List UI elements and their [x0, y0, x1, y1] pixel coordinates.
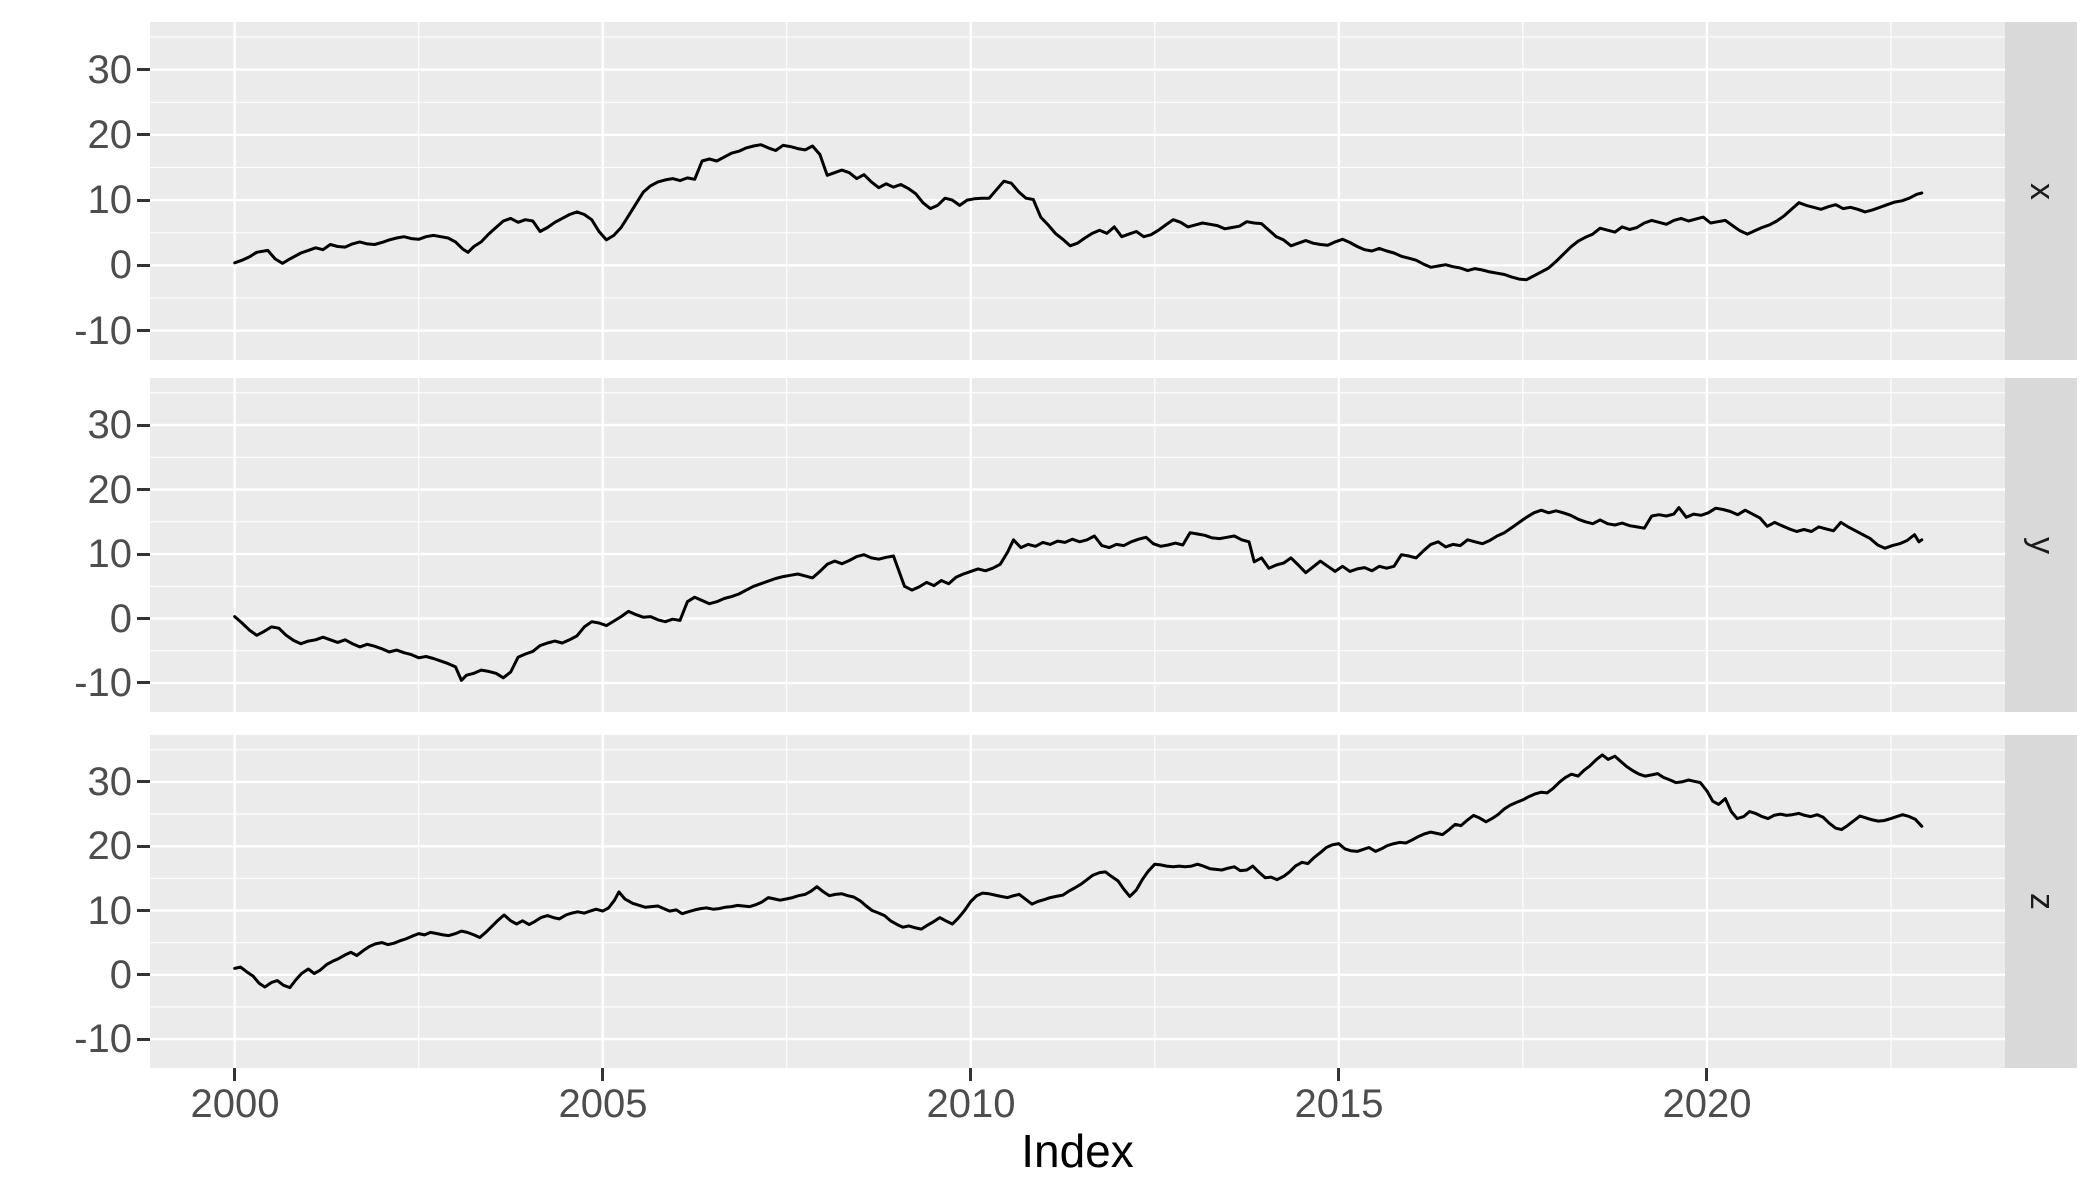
y-tick-mark [137, 681, 150, 684]
y-tick-label: 0 [109, 243, 132, 287]
y-tick-mark [137, 780, 150, 783]
y-tick-mark [137, 264, 150, 267]
series-line-x [233, 143, 1924, 282]
x-tick-label: 2000 [190, 1082, 280, 1126]
facet-panel-x [150, 22, 2005, 360]
y-tick-label: -10 [74, 661, 132, 705]
x-tick-label: 2005 [558, 1082, 648, 1126]
y-tick-mark [137, 1038, 150, 1041]
y-tick-mark [137, 329, 150, 332]
y-tick-mark [137, 488, 150, 491]
y-tick-mark [137, 553, 150, 556]
y-tick-label: 20 [87, 468, 133, 512]
y-tick-label: 0 [109, 953, 132, 997]
y-tick-label: 10 [87, 889, 133, 933]
y-tick-mark [137, 68, 150, 71]
facet-strip-label: x [2022, 182, 2061, 200]
y-tick-mark [137, 424, 150, 427]
y-tick-label: 30 [87, 760, 133, 804]
facet-strip-label: z [2022, 893, 2061, 910]
y-tick-mark [137, 199, 150, 202]
y-tick-label: 20 [87, 824, 133, 868]
y-tick-label: -10 [74, 309, 132, 353]
x-tick-mark [1337, 1068, 1340, 1081]
series-line-z [233, 753, 1924, 990]
y-tick-label: 30 [87, 48, 133, 92]
y-tick-label: 10 [87, 532, 133, 576]
facet-panel-z [150, 735, 2005, 1068]
x-tick-label: 2010 [926, 1082, 1016, 1126]
facet-strip-label: y [2022, 536, 2061, 554]
x-tick-mark [601, 1068, 604, 1081]
y-tick-label: 30 [87, 403, 133, 447]
facet-strip-y: y [2005, 378, 2077, 712]
y-tick-label: 20 [87, 113, 133, 157]
x-tick-mark [1705, 1068, 1708, 1081]
facet-strip-z: z [2005, 735, 2077, 1068]
x-tick-label: 2015 [1294, 1082, 1384, 1126]
y-tick-mark [137, 973, 150, 976]
x-axis-title: Index [1021, 1125, 1134, 1177]
series-line-y [233, 506, 1924, 682]
y-tick-mark [137, 617, 150, 620]
x-tick-mark [233, 1068, 236, 1081]
y-tick-label: 0 [109, 597, 132, 641]
facet-panel-y [150, 378, 2005, 712]
y-tick-mark [137, 845, 150, 848]
facet-strip-x: x [2005, 22, 2077, 360]
y-tick-label: 10 [87, 178, 133, 222]
y-tick-label: -10 [74, 1017, 132, 1061]
x-tick-mark [969, 1068, 972, 1081]
y-tick-mark [137, 909, 150, 912]
y-tick-mark [137, 133, 150, 136]
x-tick-label: 2020 [1662, 1082, 1752, 1126]
